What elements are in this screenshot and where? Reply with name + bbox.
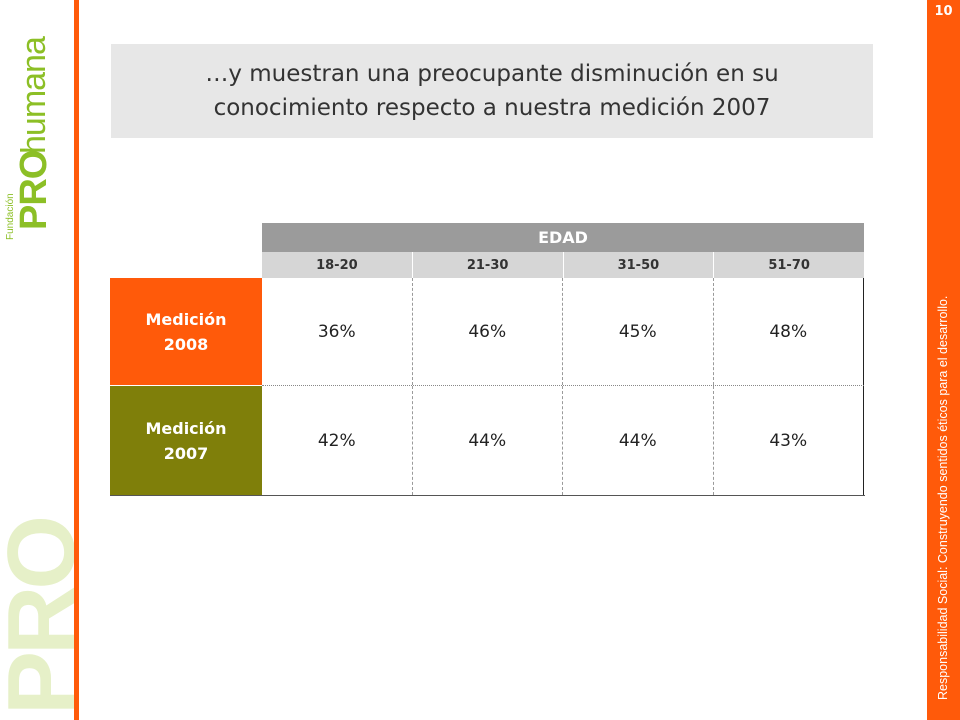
row-label-2007: Medición 2007	[110, 386, 262, 495]
table-bottom-border	[110, 495, 865, 496]
age-group-header: 51-70	[768, 257, 810, 273]
table-cell: 48%	[714, 278, 864, 385]
table-cell: 46%	[413, 278, 563, 385]
logo-pro-text: PRO	[13, 150, 55, 230]
title-box: …y muestran una preocupante disminución …	[111, 44, 873, 138]
row-label-line-1: Medición	[145, 309, 227, 329]
table-cell: 45%	[563, 278, 714, 385]
table-cell: 36%	[262, 278, 413, 385]
row-separator	[262, 385, 864, 386]
slide-title: …y muestran una preocupante disminución …	[205, 57, 778, 125]
table-cell: 43%	[714, 386, 864, 495]
row-label-line-1: Medición	[145, 418, 227, 438]
table-row-2007: 42% 44% 44% 43%	[262, 386, 864, 495]
table-cell: 42%	[262, 386, 413, 495]
title-line-2: conocimiento respecto a nuestra medición…	[213, 95, 771, 121]
row-label-line-2: 2007	[163, 443, 209, 463]
left-divider-line	[74, 0, 79, 720]
table-cell: 44%	[413, 386, 563, 495]
age-group-header: 21-30	[413, 252, 564, 278]
table-row-2008: 36% 46% 45% 48%	[262, 278, 864, 385]
pro-watermark: PRO	[0, 518, 78, 715]
table-cell: 44%	[563, 386, 714, 495]
logo-humana-text: humana	[15, 37, 53, 154]
tagline-text: Responsabilidad Social: Construyendo sen…	[936, 295, 950, 700]
age-group-header: 18-20	[262, 252, 413, 278]
age-group-header: 31-50	[564, 252, 715, 278]
left-brand-strip: Fundación PRO humana PRO	[0, 0, 78, 720]
title-line-1: …y muestran una preocupante disminución …	[205, 61, 779, 87]
age-group-header-row: 18-20 21-30 31-50 51-70	[262, 252, 864, 278]
fundacion-prohumana-logo: Fundación PRO humana	[5, 10, 75, 240]
row-label-2008: Medición 2008	[110, 278, 262, 385]
page-number: 10	[934, 4, 953, 19]
edad-group-header: EDAD	[262, 223, 864, 252]
row-label-line-2: 2008	[163, 334, 209, 354]
right-orange-band	[927, 0, 960, 720]
